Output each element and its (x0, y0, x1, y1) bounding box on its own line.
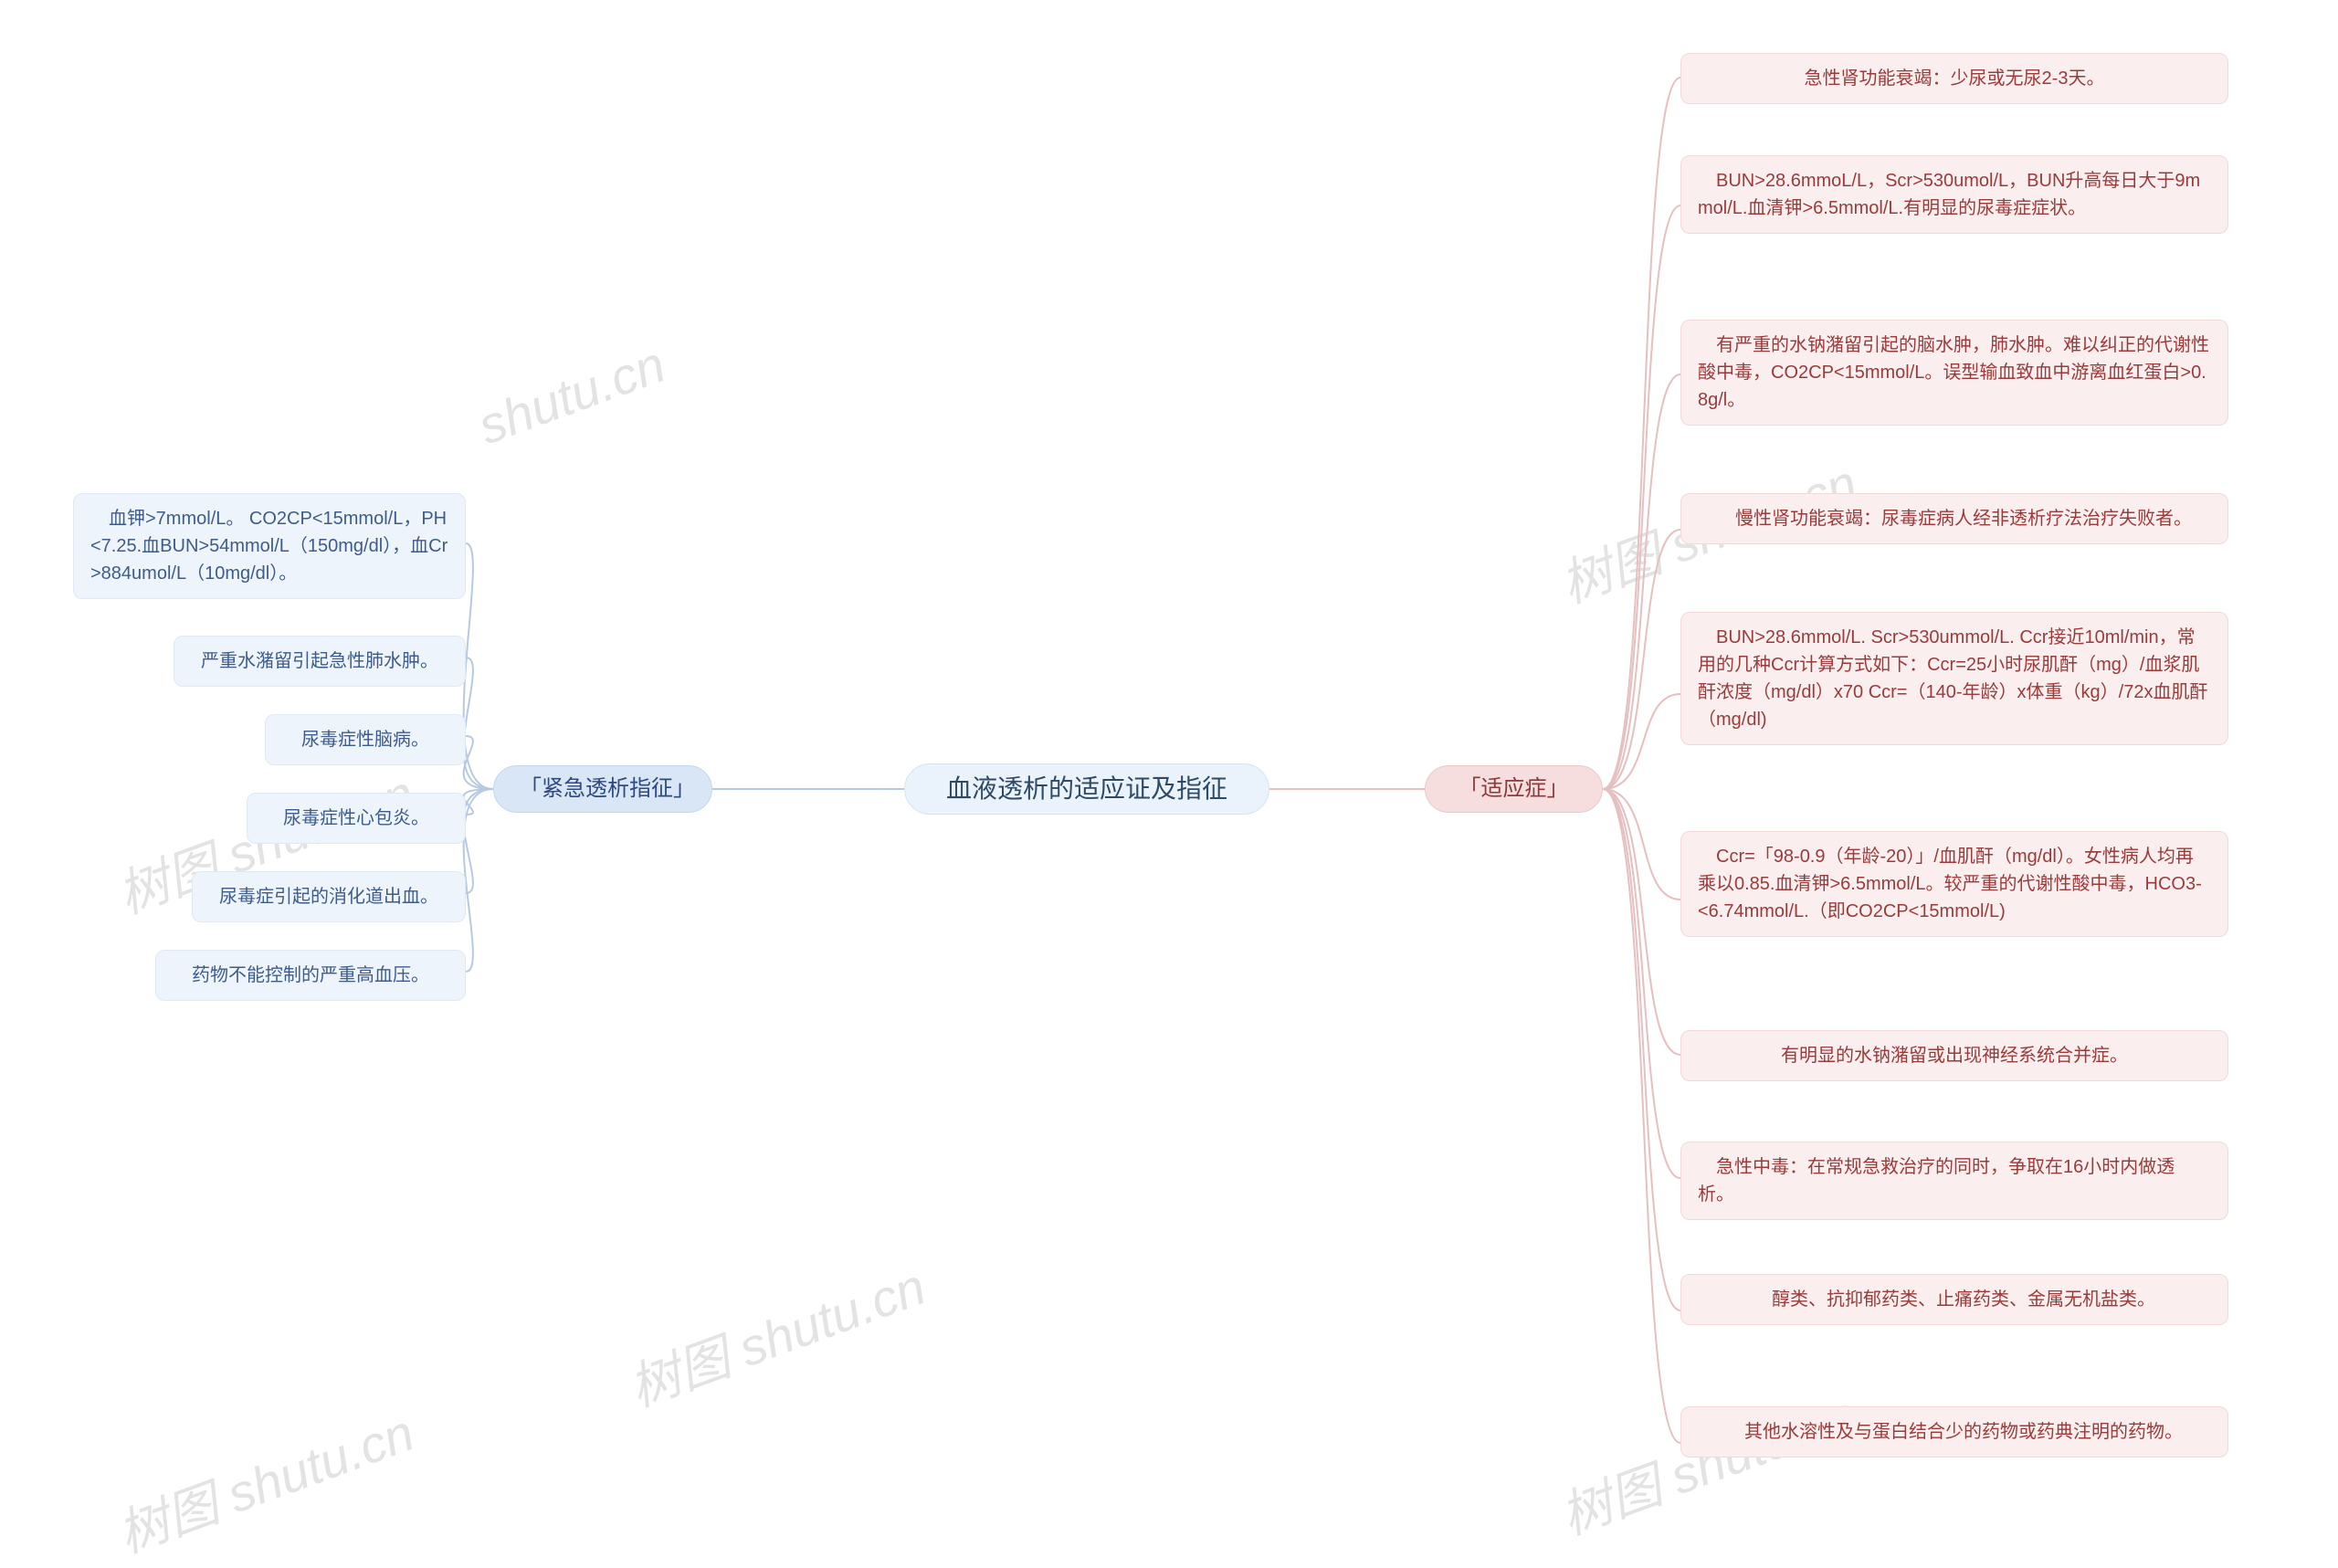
right-leaf-label: 其他水溶性及与蛋白结合少的药物或药典注明的药物。 (1726, 1418, 2183, 1446)
left-leaf-label: 尿毒症性脑病。 (301, 726, 429, 753)
left-leaf-label: 严重水潴留引起急性肺水肿。 (201, 647, 438, 675)
right-leaf-label: BUN>28.6mmol/L. Scr>530ummol/L. Ccr接近10m… (1698, 624, 2211, 733)
right-leaf-2[interactable]: 有严重的水钠潴留引起的脑水肿，肺水肿。难以纠正的代谢性酸中毒，CO2CP<15m… (1680, 320, 2228, 426)
branch-right-label: 「适应症」 (1459, 773, 1569, 805)
right-leaf-8[interactable]: 醇类、抗抑郁药类、止痛药类、金属无机盐类。 (1680, 1274, 2228, 1325)
right-leaf-label: 急性肾功能衰竭：少尿或无尿2-3天。 (1805, 65, 2105, 92)
right-leaf-label: 有严重的水钠潴留引起的脑水肿，肺水肿。难以纠正的代谢性酸中毒，CO2CP<15m… (1698, 331, 2211, 414)
right-leaf-9[interactable]: 其他水溶性及与蛋白结合少的药物或药典注明的药物。 (1680, 1406, 2228, 1458)
left-leaf-label: 尿毒症性心包炎。 (283, 805, 429, 832)
right-leaf-label: BUN>28.6mmoL/L，Scr>530umol/L，BUN升高每日大于9m… (1698, 167, 2211, 222)
right-leaf-label: 醇类、抗抑郁药类、止痛药类、金属无机盐类。 (1754, 1286, 2155, 1313)
left-leaf-4[interactable]: 尿毒症引起的消化道出血。 (192, 871, 466, 922)
left-leaf-label: 血钾>7mmol/L。 CO2CP<15mmol/L，PH<7.25.血BUN>… (90, 505, 448, 587)
right-leaf-5[interactable]: Ccr=「98-0.9（年龄-20）」/血肌酐（mg/dl）。女性病人均再乘以0… (1680, 831, 2228, 937)
left-leaf-0[interactable]: 血钾>7mmol/L。 CO2CP<15mmol/L，PH<7.25.血BUN>… (73, 493, 466, 599)
branch-right[interactable]: 「适应症」 (1425, 765, 1603, 813)
left-leaf-2[interactable]: 尿毒症性脑病。 (265, 714, 466, 765)
right-leaf-label: 急性中毒：在常规急救治疗的同时，争取在16小时内做透析。 (1698, 1153, 2211, 1208)
left-leaf-3[interactable]: 尿毒症性心包炎。 (247, 793, 466, 844)
right-leaf-0[interactable]: 急性肾功能衰竭：少尿或无尿2-3天。 (1680, 53, 2228, 104)
left-leaf-5[interactable]: 药物不能控制的严重高血压。 (155, 950, 466, 1001)
right-leaf-6[interactable]: 有明显的水钠潴留或出现神经系统合并症。 (1680, 1030, 2228, 1081)
right-leaf-1[interactable]: BUN>28.6mmoL/L，Scr>530umol/L，BUN升高每日大于9m… (1680, 155, 2228, 234)
root-label: 血液透析的适应证及指征 (946, 770, 1227, 808)
right-leaf-label: 慢性肾功能衰竭：尿毒症病人经非透析疗法治疗失败者。 (1717, 505, 2192, 532)
watermark: shutu.cn (470, 334, 672, 456)
left-leaf-label: 尿毒症引起的消化道出血。 (219, 883, 438, 910)
right-leaf-label: Ccr=「98-0.9（年龄-20）」/血肌酐（mg/dl）。女性病人均再乘以0… (1698, 843, 2211, 925)
right-leaf-label: 有明显的水钠潴留或出现神经系统合并症。 (1781, 1042, 2128, 1069)
root-node[interactable]: 血液透析的适应证及指征 (904, 763, 1269, 815)
branch-left[interactable]: 「紧急透析指征」 (493, 765, 712, 813)
right-leaf-7[interactable]: 急性中毒：在常规急救治疗的同时，争取在16小时内做透析。 (1680, 1142, 2228, 1220)
watermark: 树图 shutu.cn (1549, 1373, 1866, 1549)
left-leaf-1[interactable]: 严重水潴留引起急性肺水肿。 (174, 636, 466, 687)
right-leaf-4[interactable]: BUN>28.6mmol/L. Scr>530ummol/L. Ccr接近10m… (1680, 612, 2228, 745)
watermark: 树图 shutu.cn (617, 1246, 934, 1421)
left-leaf-label: 药物不能控制的严重高血压。 (192, 962, 429, 989)
branch-left-label: 「紧急透析指征」 (520, 773, 686, 805)
right-leaf-3[interactable]: 慢性肾功能衰竭：尿毒症病人经非透析疗法治疗失败者。 (1680, 493, 2228, 544)
watermark: 树图 shutu.cn (106, 1392, 423, 1567)
